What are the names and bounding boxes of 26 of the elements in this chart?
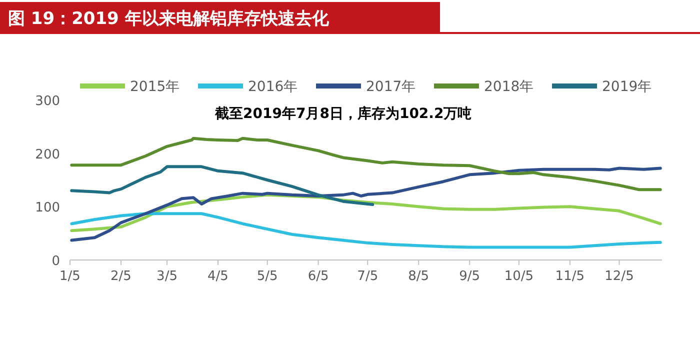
x-tick-label: 5/5 <box>256 269 278 284</box>
x-tick-label: 12/5 <box>604 269 634 284</box>
x-tick-label: 7/5 <box>357 269 378 284</box>
line-series <box>70 212 662 249</box>
x-tick-label: 10/5 <box>504 269 534 284</box>
line-series <box>70 166 662 242</box>
x-tick-label: 11/5 <box>555 269 585 284</box>
x-tick-label: 8/5 <box>408 269 430 284</box>
legend-label: 2015年 <box>130 79 180 95</box>
x-tick-label: 9/5 <box>459 269 480 284</box>
legend-label: 2018年 <box>484 79 534 95</box>
x-tick-label: 2/5 <box>110 269 132 284</box>
y-tick-label: 300 <box>35 94 60 109</box>
y-tick-label: 0 <box>52 254 60 269</box>
line-series <box>70 165 374 206</box>
x-tick-label: 6/5 <box>308 269 329 284</box>
annotation: 截至2019年7月8日，库存为102.2万吨 <box>214 105 472 122</box>
legend-label: 2016年 <box>248 79 298 95</box>
x-tick-label: 3/5 <box>156 269 178 284</box>
legend-label: 2017年 <box>366 79 416 95</box>
y-tick-label: 200 <box>35 147 60 162</box>
x-tick-label: 1/5 <box>60 269 80 284</box>
x-tick-label: 4/5 <box>208 269 228 284</box>
y-tick-label: 100 <box>35 200 60 216</box>
legend-label: 2019年 <box>602 79 652 95</box>
chart-title: 图 19：2019 年以来电解铝库存快速去化 <box>8 9 330 29</box>
